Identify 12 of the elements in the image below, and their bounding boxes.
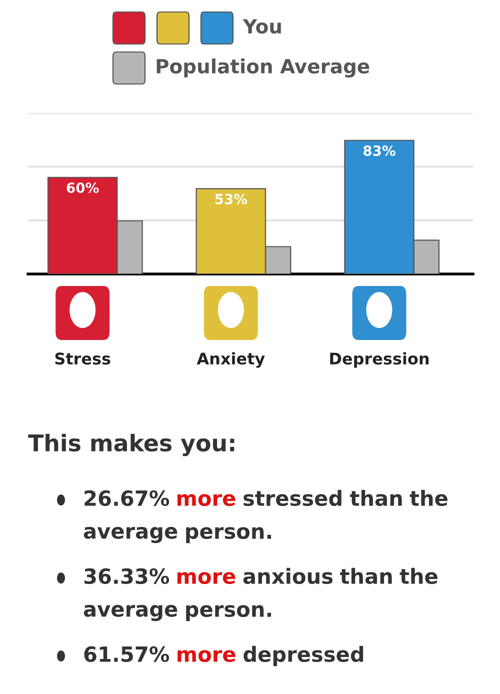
data-label: 83% [363, 145, 396, 156]
x-tick-label: Anxiety [196, 352, 265, 368]
x-tick-label: Stress [55, 352, 110, 365]
text: 61.57% more depressed [84, 646, 364, 666]
x-tick-label: Depression [330, 352, 429, 368]
text: 26.67% more stressed than the average person. [84, 490, 448, 544]
legend-label: You [242, 19, 281, 34]
legend-label: Population Average [156, 58, 370, 78]
data-label: 53% [215, 194, 248, 204]
text: 36.33% more anxious than the average person. [84, 568, 438, 622]
text: This makes you: [28, 434, 234, 456]
data-label: 60% [66, 182, 99, 193]
